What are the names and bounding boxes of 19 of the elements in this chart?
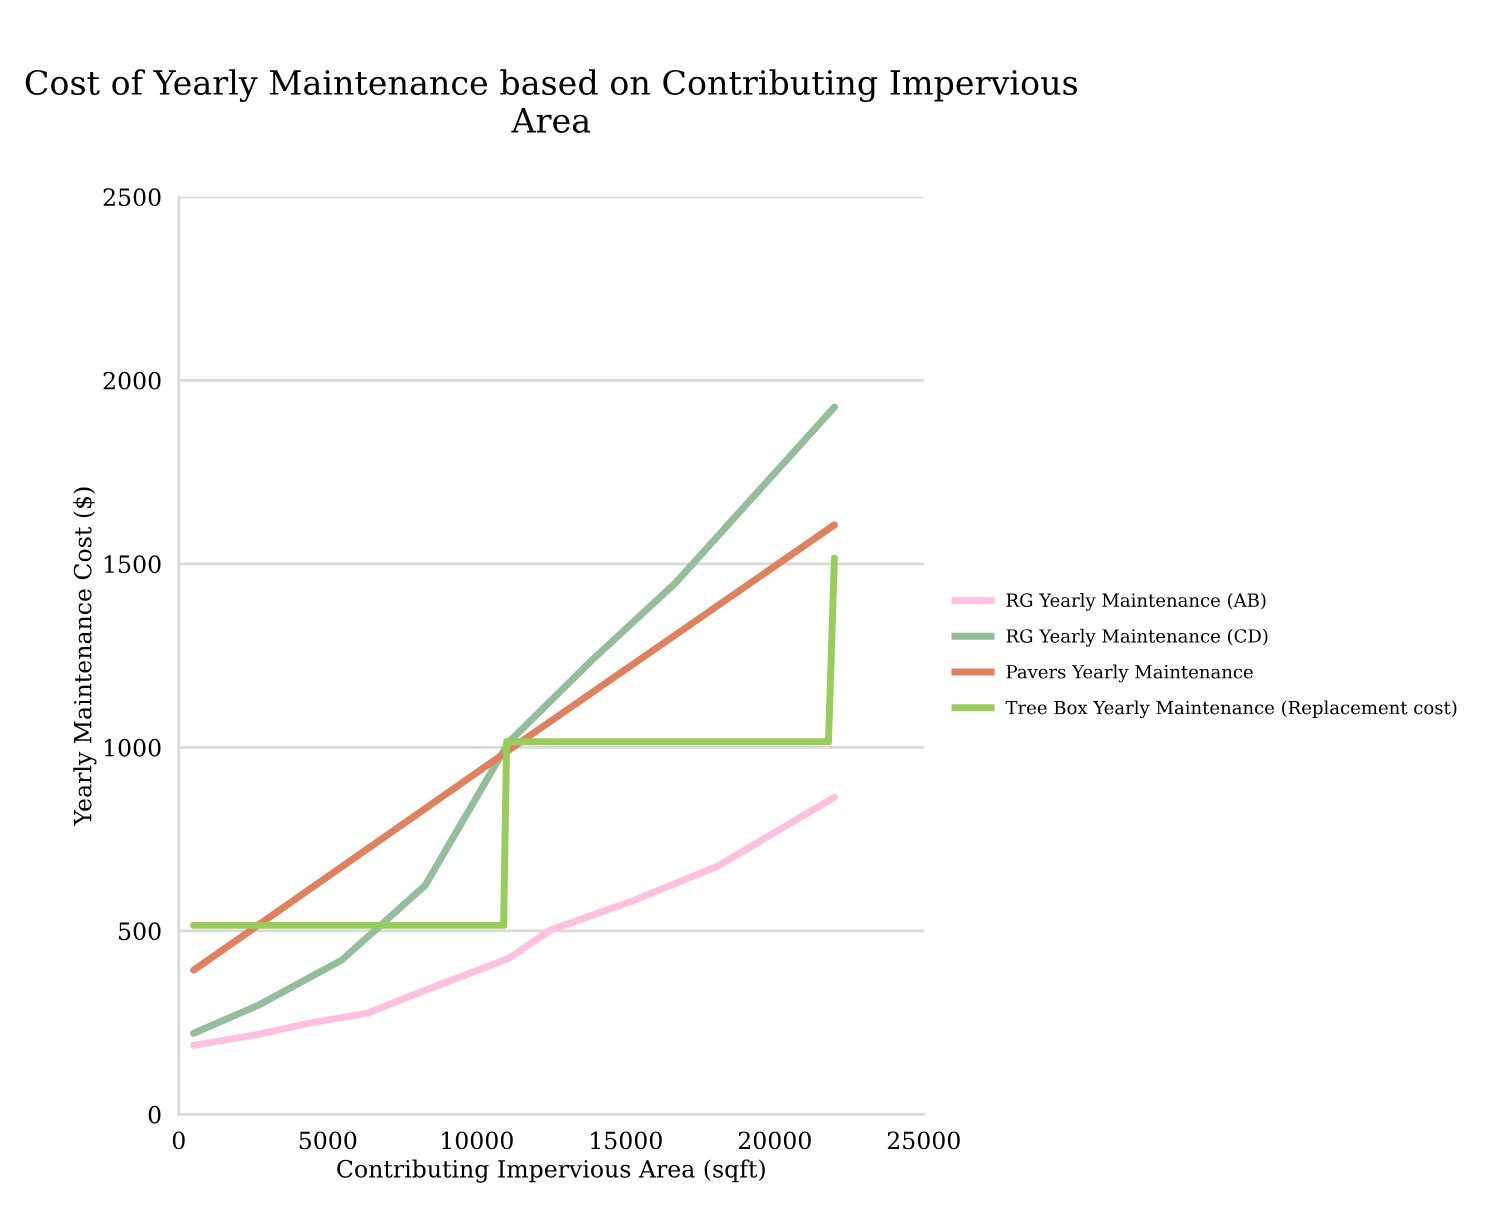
y-axis-title: Yearly Maintenance Cost ($) xyxy=(73,487,97,826)
x-tick-label: 0 xyxy=(172,1131,185,1150)
x-axis-title: Contributing Impervious Area (sqft) xyxy=(337,1159,765,1183)
y-tick-label: 1500 xyxy=(104,555,161,574)
y-tick-label: 2500 xyxy=(103,188,161,207)
y-tick-label: 0 xyxy=(148,1105,161,1124)
y-tick-label: 500 xyxy=(119,922,161,941)
legend-label: RG Yearly Maintenance (CD) xyxy=(1006,628,1268,647)
y-tick-label: 2000 xyxy=(103,371,161,390)
x-tick-label: 25000 xyxy=(887,1131,960,1150)
chart-title: Cost of Yearly Maintenance based on Contributing Impervious Area xyxy=(25,69,1077,133)
x-tick-label: 5000 xyxy=(299,1131,357,1150)
legend-label: Tree Box Yearly Maintenance (Replacement cost) xyxy=(1005,700,1457,719)
legend-label: Pavers Yearly Maintenance xyxy=(1006,664,1253,683)
x-tick-label: 15000 xyxy=(591,1131,662,1150)
x-tick-label: 20000 xyxy=(738,1131,811,1150)
y-tick-label: 1000 xyxy=(104,738,161,757)
x-tick-label: 10000 xyxy=(442,1131,513,1150)
legend-label: RG Yearly Maintenance (AB) xyxy=(1006,593,1266,611)
